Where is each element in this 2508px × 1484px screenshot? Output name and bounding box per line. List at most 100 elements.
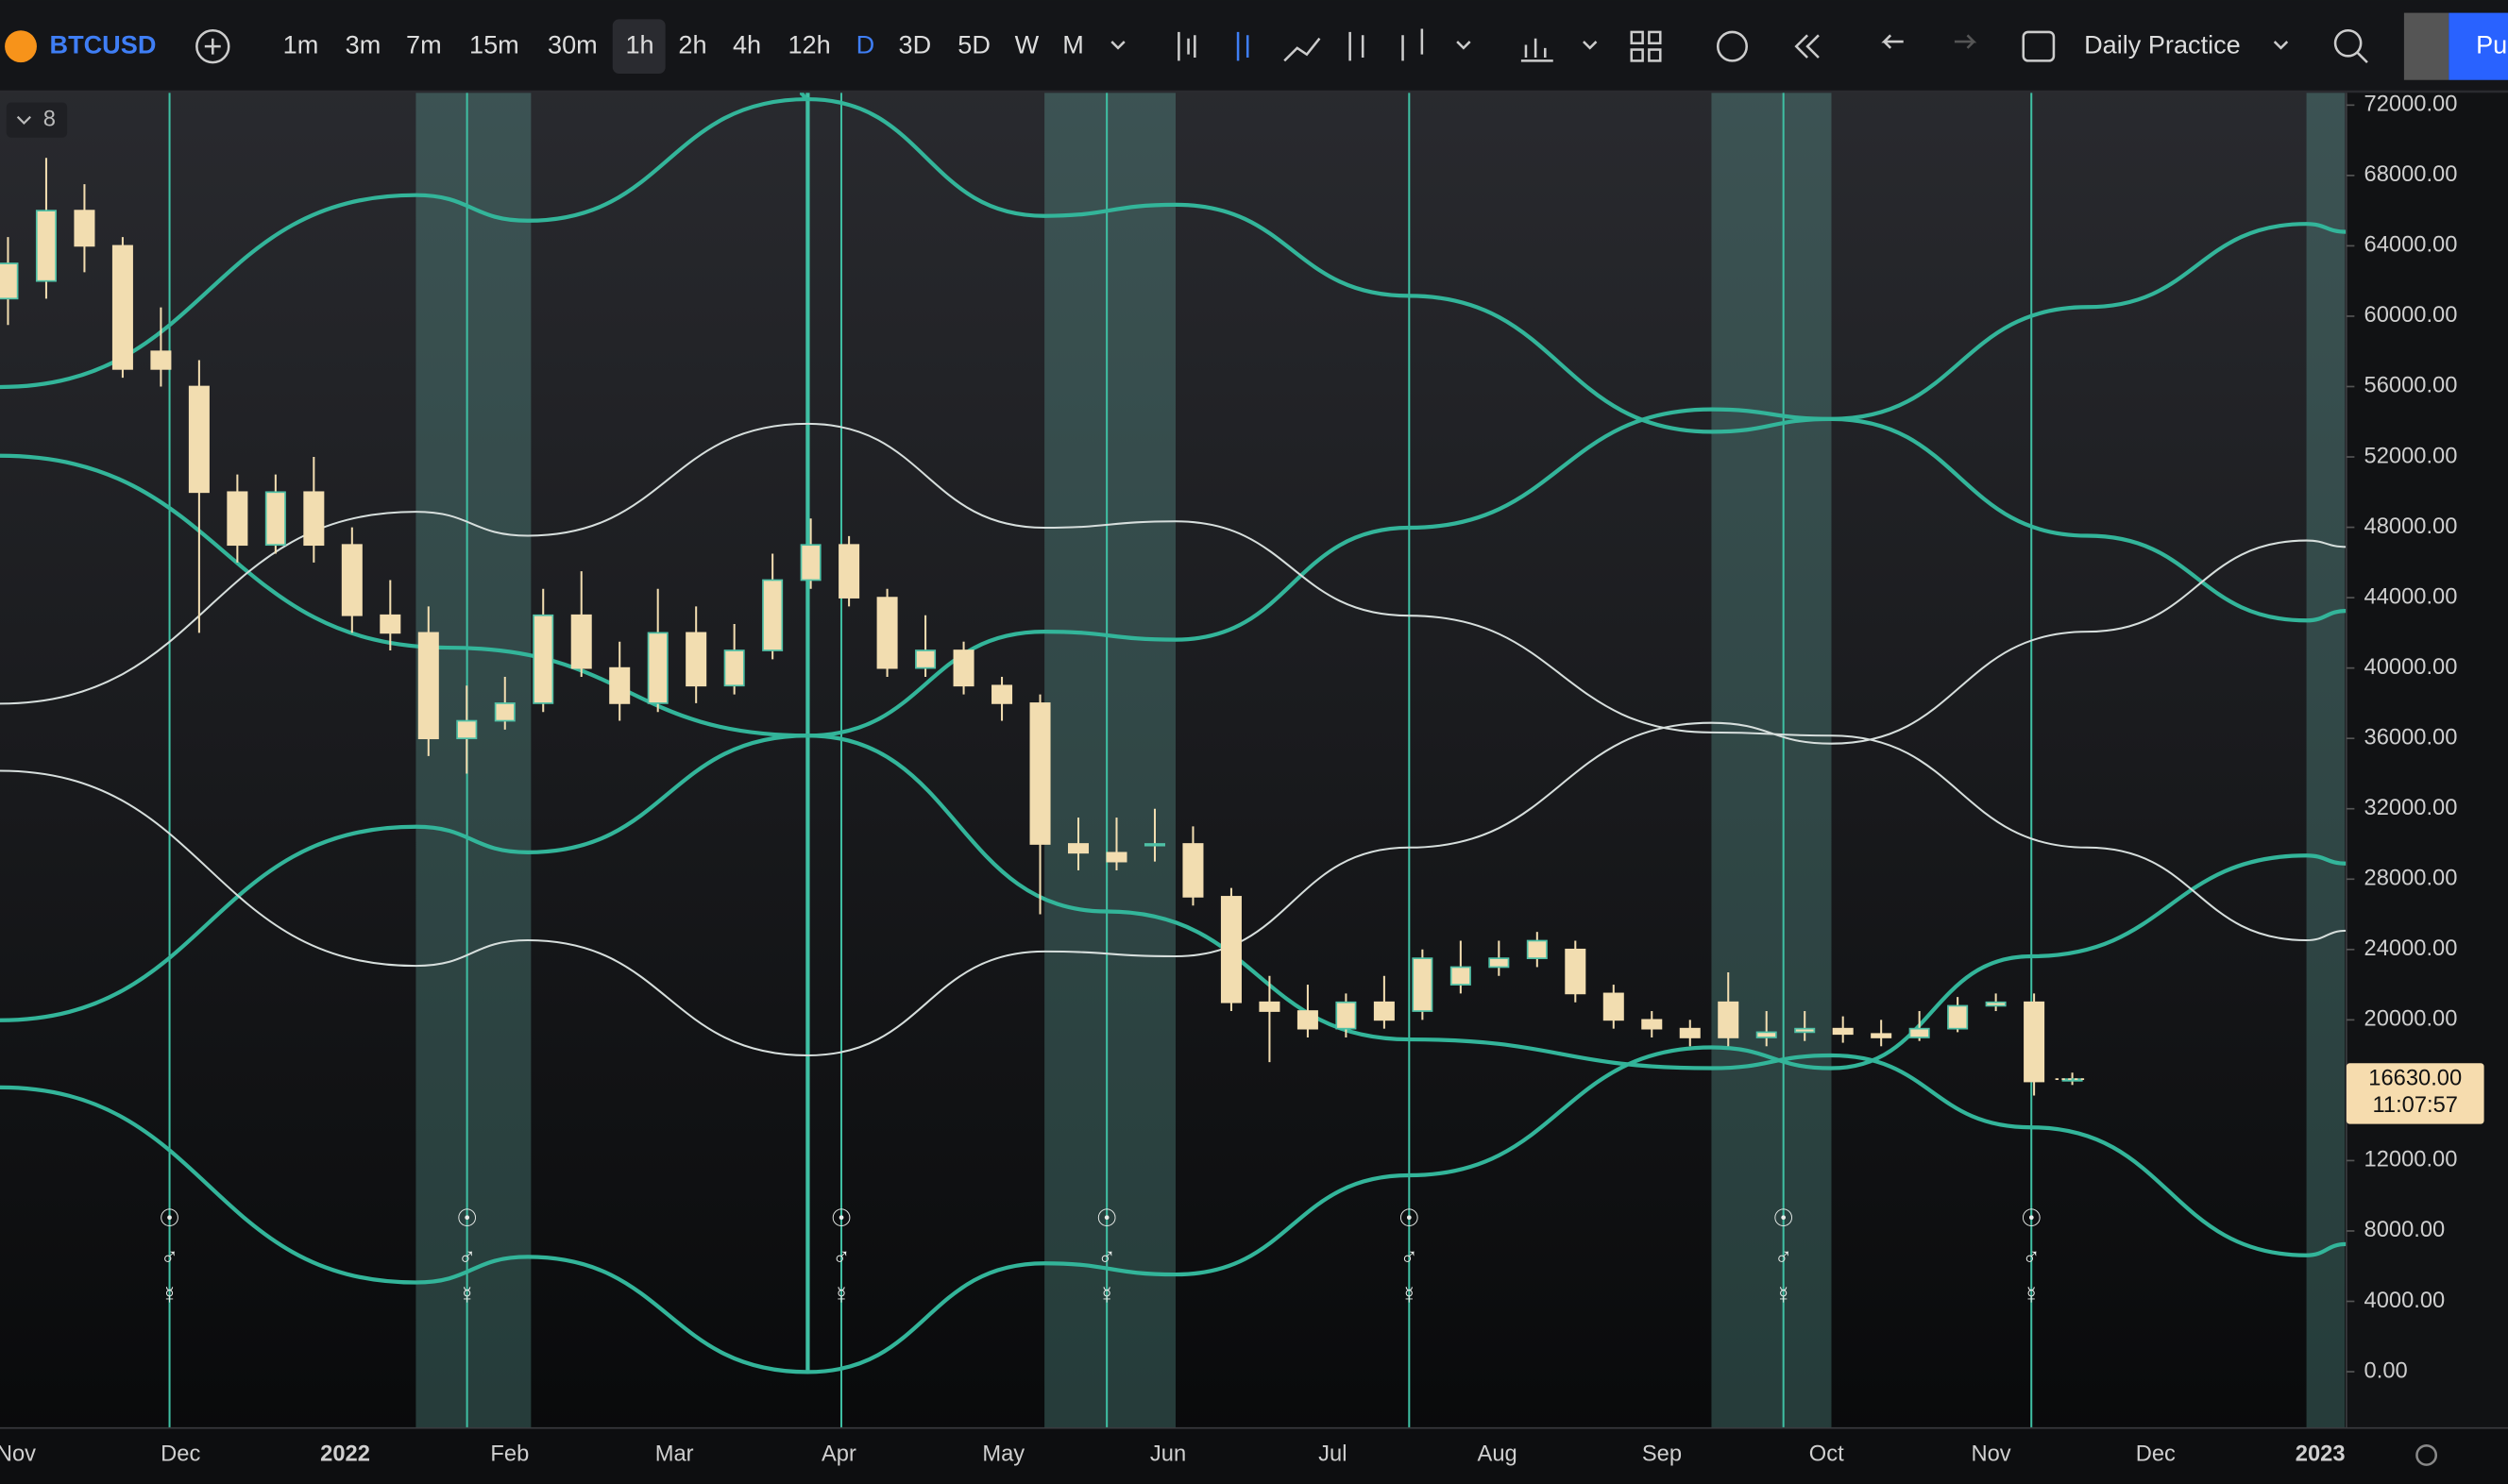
candle-body	[570, 614, 592, 669]
settings-icon[interactable]	[2415, 1444, 2438, 1466]
candle-body	[456, 719, 478, 740]
y-tick-label: 4000.00	[2364, 1289, 2446, 1313]
interval-dropdown[interactable]	[1110, 41, 1126, 50]
layouts[interactable]	[1630, 48, 1644, 62]
line-break-style[interactable]	[1401, 28, 1424, 61]
layout-icon[interactable]	[2022, 30, 2056, 62]
redo[interactable]	[1954, 34, 1977, 49]
cycle-marker: ♂	[832, 1244, 850, 1271]
interval[interactable]: 3D	[899, 29, 932, 59]
candle-body	[1679, 1027, 1701, 1038]
y-tick-label: 64000.00	[2364, 233, 2458, 258]
candle-body	[1947, 1004, 1969, 1030]
interval[interactable]: D	[856, 29, 875, 59]
symbol-logo	[5, 30, 37, 63]
publish-label[interactable]: Pu	[2476, 29, 2507, 59]
drawing-curve	[0, 407, 2347, 1022]
x-tick-label: Apr	[822, 1442, 856, 1467]
candle-body	[1871, 1033, 1892, 1038]
x-tick-label: 2023	[2296, 1442, 2346, 1467]
interval[interactable]: W	[1015, 29, 1040, 59]
indicator-dropdown[interactable]	[1583, 41, 1598, 50]
interval[interactable]: 1h	[625, 29, 653, 59]
cycle-marker: ♂	[1400, 1244, 1418, 1271]
interval-bar: 1m 3m 7m 15m 30m 1h 2h 4h 12h D 3D 5D W M	[283, 19, 1084, 74]
area-style[interactable]	[1283, 37, 1321, 62]
candle-body	[1449, 966, 1471, 986]
bar-style[interactable]	[1178, 31, 1196, 61]
replay[interactable]	[1794, 34, 1820, 59]
compare-button[interactable]	[195, 28, 230, 64]
undo[interactable]	[1881, 34, 1904, 49]
candle-body	[1068, 843, 1090, 854]
candle-body	[1718, 1001, 1739, 1038]
candle-body	[1908, 1027, 1930, 1038]
candle-body	[1565, 948, 1586, 995]
candle-body	[953, 649, 974, 687]
interval[interactable]: 30m	[548, 29, 598, 59]
candle-body	[1259, 1001, 1280, 1012]
x-tick-label: Jun	[1150, 1442, 1186, 1467]
cycle-marker: ♂	[1774, 1244, 1792, 1271]
interval[interactable]: M	[1062, 29, 1084, 59]
snapshot-button[interactable]	[2403, 12, 2449, 80]
candle-body	[0, 262, 19, 300]
collapse-icon[interactable]	[16, 115, 31, 126]
candle-body	[1794, 1027, 1816, 1034]
publish-button[interactable]	[2449, 12, 2508, 80]
candle-body	[188, 385, 210, 494]
cycle-marker: ♂	[161, 1244, 178, 1271]
candle-body	[1335, 1001, 1357, 1030]
cycle-marker: ♂	[458, 1244, 476, 1271]
y-tick-label: 24000.00	[2364, 936, 2458, 961]
candle-body	[1029, 702, 1051, 845]
x-tick-label: Oct	[1809, 1442, 1844, 1467]
search[interactable]	[2356, 52, 2368, 64]
interval[interactable]: 3m	[346, 29, 381, 59]
interval[interactable]: 4h	[733, 29, 761, 59]
settings-icon[interactable]	[2415, 1444, 2438, 1466]
layout-name[interactable]: Daily Practice	[2084, 29, 2241, 59]
interval[interactable]: 5D	[957, 29, 991, 59]
interval[interactable]: 12h	[788, 29, 830, 59]
cycle-marker: ☿	[1098, 1282, 1116, 1308]
interval[interactable]: 2h	[678, 29, 706, 59]
candle-body	[762, 579, 784, 651]
y-tick-label: 32000.00	[2364, 796, 2458, 820]
hollow-style[interactable]	[1348, 31, 1364, 61]
candle-body	[1373, 1001, 1395, 1021]
indicators[interactable]	[1520, 38, 1553, 62]
y-tick-label: 56000.00	[2364, 374, 2458, 398]
interval[interactable]: 15m	[469, 29, 519, 59]
cycle-marker: ☉	[1398, 1206, 1420, 1232]
layouts[interactable]	[1648, 48, 1662, 62]
y-tick-label: 20000.00	[2364, 1007, 2458, 1032]
cycle-band	[1711, 93, 1832, 1428]
interval[interactable]: 7m	[406, 29, 442, 59]
candle-body	[264, 491, 286, 547]
alert[interactable]	[1716, 30, 1748, 62]
cycle-marker: ☉	[456, 1206, 478, 1232]
interval[interactable]: 1m	[283, 29, 319, 59]
style-dropdown[interactable]	[1456, 41, 1471, 50]
layouts[interactable]	[1630, 30, 1644, 45]
candle-style[interactable]	[1236, 31, 1249, 61]
layout-dropdown[interactable]	[2273, 41, 2289, 50]
interval-active	[612, 19, 666, 74]
cycle-marker: ♂	[1098, 1244, 1116, 1271]
x-tick-label: 2022	[320, 1442, 370, 1467]
x-tick-label: Nov	[1971, 1442, 2010, 1467]
layouts[interactable]	[1648, 30, 1662, 45]
candle-body	[1832, 1027, 1854, 1036]
cycle-marker: ☿	[1774, 1282, 1792, 1308]
candle-body	[609, 666, 631, 704]
compare-button[interactable]	[204, 38, 221, 55]
indicator-badge[interactable]	[6, 102, 68, 138]
cycle-marker: ☿	[161, 1282, 178, 1308]
search[interactable]	[2333, 28, 2363, 58]
y-tick-label: 52000.00	[2364, 444, 2458, 468]
symbol[interactable]: BTCUSD	[50, 29, 157, 59]
candle-body	[1755, 1031, 1777, 1038]
